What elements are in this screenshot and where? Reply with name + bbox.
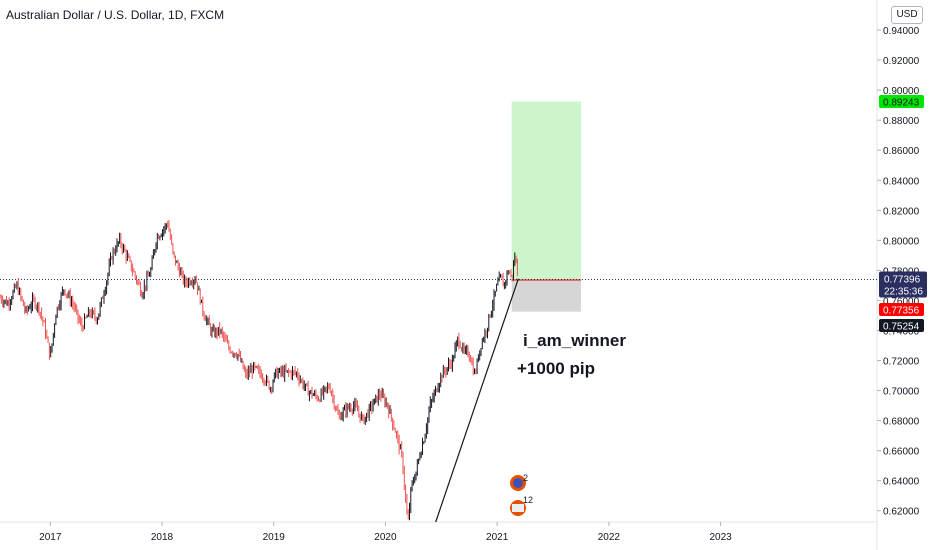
price-tick-label: 0.84000 bbox=[883, 176, 920, 187]
time-axis[interactable]: 2017 2018 2019 2020 2021 2022 2023 bbox=[39, 522, 732, 543]
time-tick-label: 2019 bbox=[263, 532, 286, 543]
current-price-tag: 0.77396 22:35:36 bbox=[879, 271, 927, 298]
price-axis[interactable]: 0.94000 0.92000 0.90000 0.88000 0.86000 0.840… bbox=[877, 26, 920, 518]
annotation-line1[interactable]: i_am_winner bbox=[523, 331, 626, 350]
target-price-tag: 0.89243 bbox=[879, 95, 924, 109]
candles-series bbox=[0, 220, 518, 521]
svg-text:0.77396: 0.77396 bbox=[884, 274, 921, 285]
trend-line[interactable] bbox=[435, 278, 519, 523]
price-tick-label: 0.88000 bbox=[883, 116, 920, 127]
price-tick-label: 0.72000 bbox=[883, 357, 920, 368]
currency-selector[interactable]: USD bbox=[891, 6, 923, 24]
event-flag-icon bbox=[513, 478, 523, 488]
entry-price-tag: 0.77356 bbox=[879, 302, 924, 316]
time-tick-label: 2023 bbox=[709, 532, 732, 543]
time-tick-label: 2020 bbox=[374, 532, 397, 543]
chart-title: Australian Dollar / U.S. Dollar, 1D, FXC… bbox=[6, 8, 225, 22]
price-tick-label: 0.76000 bbox=[883, 296, 920, 307]
event-badge-count: 2 bbox=[523, 473, 528, 483]
event-flag-icon bbox=[512, 504, 524, 512]
svg-text:0.89243: 0.89243 bbox=[883, 98, 920, 109]
price-tick-label: 0.90000 bbox=[883, 86, 920, 97]
price-tick-label: 0.86000 bbox=[883, 146, 920, 157]
price-tick-label: 0.66000 bbox=[883, 447, 920, 458]
event-badge-count: 12 bbox=[523, 495, 533, 505]
time-tick-label: 2017 bbox=[39, 532, 62, 543]
countdown-label: 22:35:36 bbox=[884, 286, 923, 297]
time-tick-label: 2021 bbox=[486, 532, 509, 543]
price-tick-label: 0.82000 bbox=[883, 206, 920, 217]
price-tick-label: 0.62000 bbox=[883, 507, 920, 518]
price-tick-label: 0.74000 bbox=[883, 326, 920, 337]
price-tick-label: 0.64000 bbox=[883, 477, 920, 488]
loss-zone[interactable] bbox=[511, 280, 581, 312]
price-tick-label: 0.92000 bbox=[883, 56, 920, 67]
price-tick-label: 0.80000 bbox=[883, 236, 920, 247]
svg-text:0.77356: 0.77356 bbox=[883, 305, 920, 316]
svg-text:0.75254: 0.75254 bbox=[883, 321, 920, 332]
stop-price-tag: 0.75254 bbox=[879, 318, 924, 332]
price-tick-label: 0.68000 bbox=[883, 417, 920, 428]
price-tick-label: 0.70000 bbox=[883, 387, 920, 398]
time-tick-label: 2018 bbox=[151, 532, 174, 543]
event-badges[interactable]: 2 12 bbox=[510, 473, 533, 516]
annotation-line2[interactable]: +1000 pip bbox=[517, 359, 595, 378]
profit-zone[interactable] bbox=[511, 101, 581, 281]
price-tick-label: 0.94000 bbox=[883, 26, 920, 37]
time-tick-label: 2022 bbox=[598, 532, 621, 543]
